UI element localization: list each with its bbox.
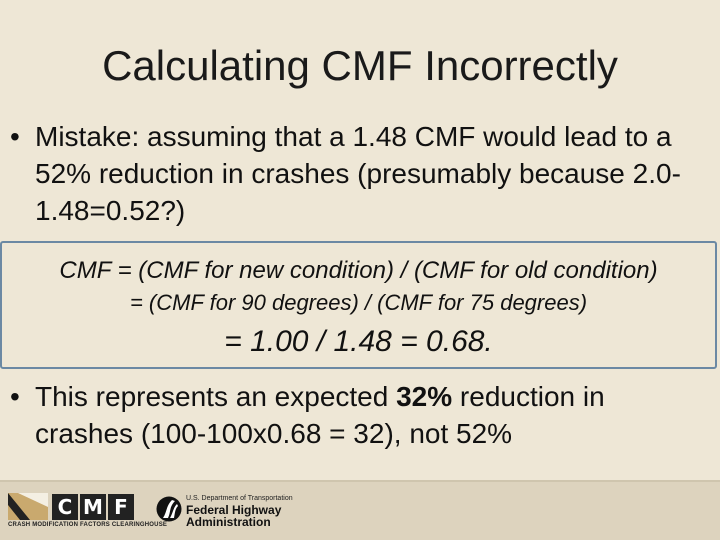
formula-line-2: = (CMF for 90 degrees) / (CMF for 75 deg… <box>129 290 588 315</box>
bullet-text-bold: 32% <box>396 381 453 412</box>
slide-title: Calculating CMF Incorrectly <box>102 42 618 89</box>
bullet-text: Mistake: assuming that a 1.48 CMF would … <box>35 121 681 226</box>
formula-line-3: = 1.00 / 1.48 = 0.68. <box>224 325 493 358</box>
fhwa-department: U.S. Department of Transportation <box>186 495 293 502</box>
bullet-conclusion: • This represents an expected 32% reduct… <box>10 378 700 452</box>
fhwa-name-line-1: Federal Highway <box>186 503 282 517</box>
cmf-road-mark-icon <box>8 493 48 520</box>
cmf-letters: C M F <box>52 494 134 520</box>
cmf-letter-c: C <box>52 494 78 520</box>
cmf-letter-f: F <box>108 494 134 520</box>
footer-divider <box>0 480 720 482</box>
bullet-text-before: This represents an expected <box>35 381 397 412</box>
bullet-dot: • <box>10 381 20 412</box>
bullet-text: This represents an expected 32% reductio… <box>35 378 700 452</box>
fhwa-road-icon <box>156 496 182 522</box>
fhwa-logo: U.S. Department of Transportation Federa… <box>156 495 326 535</box>
cmf-letter-m: M <box>80 494 106 520</box>
formula-line-1: CMF = (CMF for new condition) / (CMF for… <box>59 257 658 284</box>
cmf-caption: CRASH MODIFICATION FACTORS CLEARINGHOUSE <box>8 522 168 528</box>
bullet-mistake: • Mistake: assuming that a 1.48 CMF woul… <box>10 118 700 229</box>
bullet-dot: • <box>10 121 20 152</box>
cmf-clearinghouse-logo: C M F CRASH MODIFICATION FACTORS CLEARIN… <box>8 493 168 531</box>
fhwa-name-line-2: Administration <box>186 515 271 529</box>
bullet-text-after: reduction in crashes (100-100x0.68 = 32)… <box>35 381 605 449</box>
formula-box: CMF = (CMF for new condition) / (CMF for… <box>0 241 717 369</box>
